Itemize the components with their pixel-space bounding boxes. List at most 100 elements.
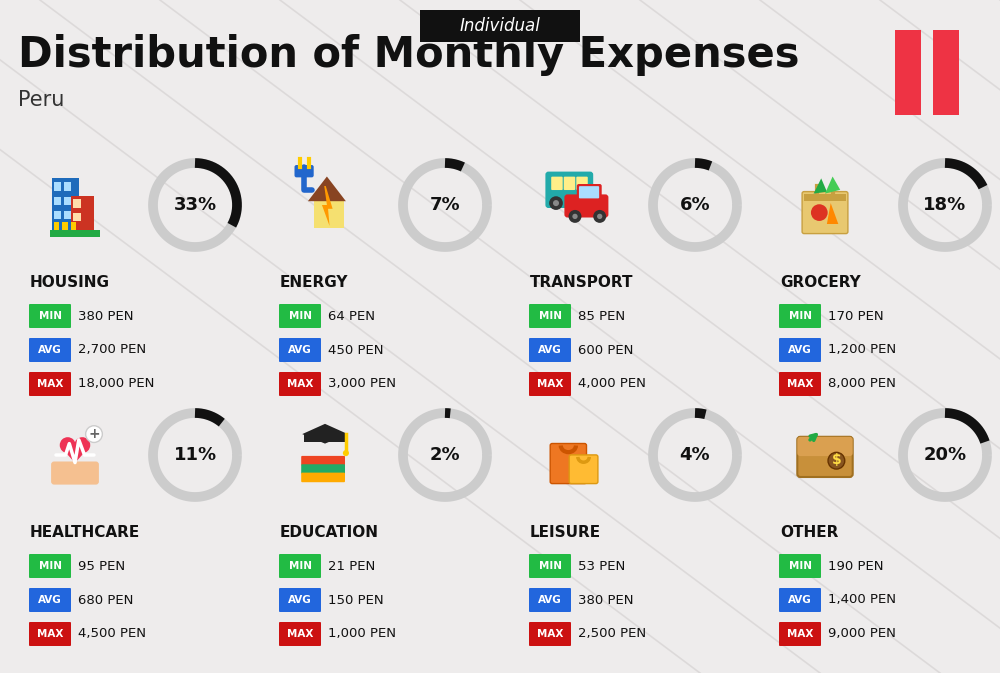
- FancyBboxPatch shape: [529, 338, 571, 362]
- Text: 2%: 2%: [430, 446, 460, 464]
- FancyBboxPatch shape: [279, 554, 321, 578]
- Text: 4,000 PEN: 4,000 PEN: [578, 378, 646, 390]
- Text: 18%: 18%: [923, 196, 967, 214]
- Circle shape: [576, 197, 589, 210]
- FancyBboxPatch shape: [577, 184, 602, 201]
- FancyBboxPatch shape: [64, 211, 71, 219]
- FancyBboxPatch shape: [51, 462, 99, 485]
- Text: MIN: MIN: [538, 311, 562, 321]
- Text: 450 PEN: 450 PEN: [328, 343, 384, 357]
- Text: Distribution of Monthly Expenses: Distribution of Monthly Expenses: [18, 34, 800, 76]
- Text: 4,500 PEN: 4,500 PEN: [78, 627, 146, 641]
- Text: HEALTHCARE: HEALTHCARE: [30, 525, 140, 540]
- Text: 600 PEN: 600 PEN: [578, 343, 633, 357]
- FancyBboxPatch shape: [579, 186, 599, 199]
- Text: MAX: MAX: [537, 629, 563, 639]
- Text: HOUSING: HOUSING: [30, 275, 110, 290]
- Text: 7%: 7%: [430, 196, 460, 214]
- FancyBboxPatch shape: [301, 464, 345, 474]
- FancyBboxPatch shape: [64, 197, 71, 205]
- Text: MIN: MIN: [788, 561, 812, 571]
- Text: MAX: MAX: [287, 629, 313, 639]
- FancyBboxPatch shape: [279, 304, 321, 328]
- Text: TRANSPORT: TRANSPORT: [530, 275, 634, 290]
- Polygon shape: [322, 186, 333, 226]
- Text: 1,000 PEN: 1,000 PEN: [328, 627, 396, 641]
- FancyBboxPatch shape: [29, 304, 71, 328]
- FancyBboxPatch shape: [779, 338, 821, 362]
- Text: AVG: AVG: [538, 345, 562, 355]
- FancyBboxPatch shape: [564, 176, 575, 190]
- Circle shape: [811, 204, 828, 221]
- Text: 18,000 PEN: 18,000 PEN: [78, 378, 154, 390]
- Circle shape: [549, 197, 563, 210]
- FancyBboxPatch shape: [294, 165, 314, 178]
- FancyBboxPatch shape: [779, 622, 821, 646]
- Text: 380 PEN: 380 PEN: [578, 594, 634, 606]
- FancyBboxPatch shape: [529, 622, 571, 646]
- Text: LEISURE: LEISURE: [530, 525, 601, 540]
- Text: MAX: MAX: [787, 629, 813, 639]
- FancyBboxPatch shape: [804, 194, 846, 201]
- Text: EDUCATION: EDUCATION: [280, 525, 379, 540]
- Text: MAX: MAX: [787, 379, 813, 389]
- Circle shape: [572, 214, 578, 219]
- Text: Individual: Individual: [460, 17, 540, 35]
- FancyBboxPatch shape: [301, 472, 345, 483]
- FancyBboxPatch shape: [797, 437, 853, 477]
- FancyBboxPatch shape: [802, 192, 848, 234]
- FancyBboxPatch shape: [551, 176, 563, 190]
- Circle shape: [597, 214, 602, 219]
- Text: 1,200 PEN: 1,200 PEN: [828, 343, 896, 357]
- Text: MIN: MIN: [38, 311, 62, 321]
- FancyBboxPatch shape: [29, 588, 71, 612]
- Text: AVG: AVG: [38, 345, 62, 355]
- Circle shape: [580, 200, 586, 206]
- Text: MIN: MIN: [538, 561, 562, 571]
- Text: MAX: MAX: [37, 629, 63, 639]
- Text: MAX: MAX: [287, 379, 313, 389]
- FancyBboxPatch shape: [54, 197, 61, 205]
- Text: MIN: MIN: [288, 561, 312, 571]
- Text: GROCERY: GROCERY: [780, 275, 861, 290]
- Circle shape: [553, 200, 559, 206]
- FancyBboxPatch shape: [420, 10, 580, 42]
- Text: 150 PEN: 150 PEN: [328, 594, 384, 606]
- Text: AVG: AVG: [38, 595, 62, 605]
- FancyBboxPatch shape: [529, 372, 571, 396]
- Text: MAX: MAX: [37, 379, 63, 389]
- Polygon shape: [308, 176, 346, 201]
- FancyBboxPatch shape: [279, 588, 321, 612]
- FancyBboxPatch shape: [29, 554, 71, 578]
- FancyBboxPatch shape: [73, 213, 81, 221]
- Text: 8,000 PEN: 8,000 PEN: [828, 378, 896, 390]
- FancyBboxPatch shape: [797, 437, 853, 456]
- FancyBboxPatch shape: [54, 222, 59, 230]
- Text: 9,000 PEN: 9,000 PEN: [828, 627, 896, 641]
- FancyBboxPatch shape: [304, 434, 346, 442]
- Circle shape: [828, 452, 845, 469]
- FancyBboxPatch shape: [71, 222, 76, 230]
- Text: 33%: 33%: [173, 196, 217, 214]
- Polygon shape: [60, 447, 90, 463]
- FancyBboxPatch shape: [550, 444, 586, 484]
- FancyBboxPatch shape: [301, 456, 345, 466]
- Text: AVG: AVG: [538, 595, 562, 605]
- Text: Peru: Peru: [18, 90, 64, 110]
- Text: 380 PEN: 380 PEN: [78, 310, 134, 322]
- FancyBboxPatch shape: [54, 211, 61, 219]
- Text: 3,000 PEN: 3,000 PEN: [328, 378, 396, 390]
- Text: MIN: MIN: [788, 311, 812, 321]
- FancyBboxPatch shape: [73, 199, 81, 208]
- Text: 170 PEN: 170 PEN: [828, 310, 884, 322]
- Text: AVG: AVG: [788, 345, 812, 355]
- FancyBboxPatch shape: [779, 554, 821, 578]
- Text: 6%: 6%: [680, 196, 710, 214]
- Polygon shape: [814, 178, 827, 194]
- Text: 190 PEN: 190 PEN: [828, 559, 884, 573]
- FancyBboxPatch shape: [564, 194, 608, 217]
- Text: 2,700 PEN: 2,700 PEN: [78, 343, 146, 357]
- Text: 95 PEN: 95 PEN: [78, 559, 125, 573]
- FancyBboxPatch shape: [779, 588, 821, 612]
- Text: AVG: AVG: [788, 595, 812, 605]
